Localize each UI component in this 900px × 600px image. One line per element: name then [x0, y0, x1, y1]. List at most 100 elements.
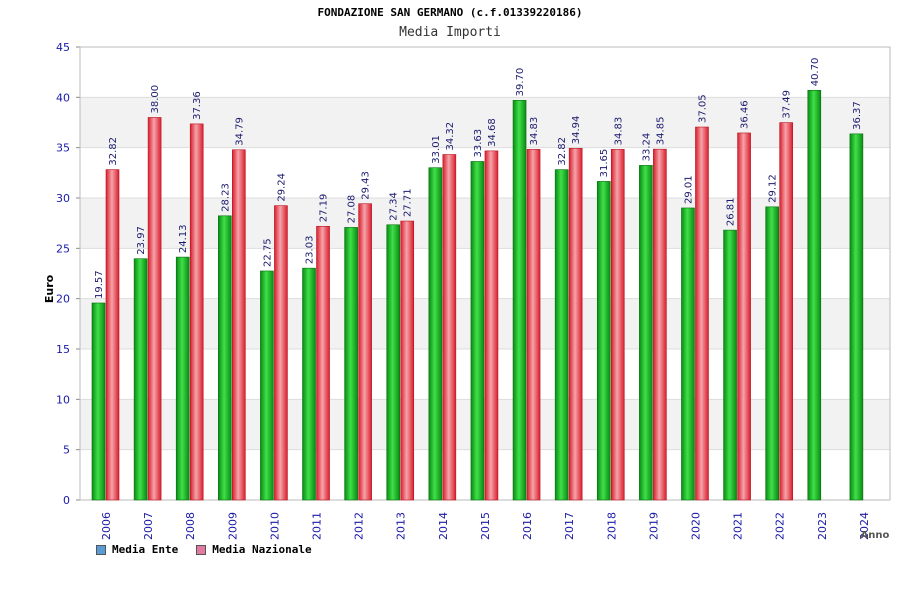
data-label: 27.08: [347, 195, 358, 224]
bar-media-ente-2012[interactable]: [344, 227, 358, 501]
bar-media-nazionale-2012[interactable]: [358, 203, 372, 501]
y-tick-label: 15: [56, 343, 70, 356]
bar-media-nazionale-2011[interactable]: [316, 225, 330, 501]
bar-media-ente-2021[interactable]: [723, 229, 737, 501]
data-label: 27.71: [403, 188, 414, 217]
data-label: 34.94: [571, 116, 582, 145]
data-label: 36.46: [740, 100, 751, 129]
data-label: 27.34: [389, 192, 400, 221]
bar-media-nazionale-2007[interactable]: [147, 117, 162, 501]
legend-label-media-ente: Media Ente: [112, 543, 179, 556]
bar-media-nazionale-2008[interactable]: [189, 123, 204, 501]
data-label: 33.63: [473, 129, 484, 158]
data-label: 37.49: [782, 90, 793, 119]
bar-media-ente-2007[interactable]: [133, 258, 148, 501]
bar-media-ente-2022[interactable]: [765, 206, 779, 501]
bar-media-nazionale-2009[interactable]: [232, 149, 246, 501]
bar-media-ente-2015[interactable]: [470, 161, 485, 501]
x-tick-label: 2022: [774, 512, 787, 540]
bar-media-nazionale-2014[interactable]: [442, 154, 457, 501]
x-tick-labels: 2006 2007 2008 2009 2010 2011 2012 2013 2014 2015…: [100, 512, 871, 540]
chart-subtitle: Media Importi: [399, 25, 501, 40]
bar-media-ente-2017[interactable]: [554, 169, 569, 501]
bar-media-nazionale-2016[interactable]: [526, 149, 541, 501]
data-label: 19.57: [94, 270, 105, 299]
bar-media-ente-2006[interactable]: [91, 302, 106, 501]
grid-band: [80, 97, 890, 148]
x-tick-label: 2018: [605, 512, 618, 540]
y-tick-label: 0: [63, 494, 70, 507]
y-tick-label: 45: [56, 41, 70, 54]
bar-media-nazionale-2010[interactable]: [274, 205, 288, 501]
data-label: 22.75: [262, 238, 273, 267]
x-tick-label: 2006: [100, 512, 113, 540]
x-tick-label: 2024: [858, 512, 871, 540]
x-tick-label: 2013: [395, 512, 408, 540]
bar-media-ente-2023[interactable]: [807, 89, 822, 501]
x-tick-label: 2020: [689, 512, 702, 540]
y-tick-label: 20: [56, 293, 70, 306]
bar-media-nazionale-2022[interactable]: [779, 122, 793, 501]
data-label: 32.82: [557, 137, 568, 166]
data-label: 23.03: [305, 236, 316, 265]
data-label: 34.83: [613, 117, 624, 146]
data-label: 26.81: [726, 197, 737, 226]
y-tick-label: 35: [56, 142, 70, 155]
bar-media-nazionale-2017[interactable]: [568, 147, 583, 501]
data-label: 24.13: [178, 224, 189, 253]
x-tick-label: 2023: [816, 512, 829, 540]
x-tick-label: 2021: [732, 512, 745, 540]
data-label: 36.37: [852, 101, 863, 130]
bar-media-nazionale-2015[interactable]: [484, 150, 499, 501]
bar-media-ente-2020[interactable]: [681, 207, 695, 501]
y-tick-labels: 0 5 10 15 20 25 30 35 40 45: [56, 41, 70, 507]
data-label: 34.32: [445, 122, 456, 151]
bar-media-ente-2008[interactable]: [175, 256, 190, 501]
y-tick-label: 10: [56, 393, 70, 406]
data-label: 37.05: [697, 94, 708, 123]
bar-media-ente-2016[interactable]: [512, 100, 527, 501]
x-axis-label: Anno: [861, 530, 890, 541]
x-tick-label: 2016: [521, 512, 534, 540]
bar-media-nazionale-2020[interactable]: [695, 126, 709, 501]
bar-media-ente-2014[interactable]: [428, 167, 443, 501]
bar-media-nazionale-2021[interactable]: [737, 132, 751, 501]
data-label: 38.00: [150, 85, 161, 114]
x-tick-label: 2012: [353, 512, 366, 540]
y-tick-label: 40: [56, 91, 70, 104]
legend-item-media-ente[interactable]: Media Ente: [96, 543, 178, 556]
bars: [91, 89, 864, 501]
x-tick-label: 2014: [437, 512, 450, 540]
data-label: 31.65: [599, 149, 610, 178]
data-label: 34.83: [529, 117, 540, 146]
legend-swatch-media-nazionale: [196, 544, 207, 555]
y-axis-label: Euro: [43, 274, 56, 303]
data-label: 34.79: [234, 117, 245, 146]
bar-media-ente-2009[interactable]: [218, 215, 232, 501]
bar-media-nazionale-2018[interactable]: [610, 149, 625, 501]
bar-media-nazionale-2013[interactable]: [400, 220, 415, 501]
data-label: 23.97: [136, 226, 147, 255]
bar-media-nazionale-2006[interactable]: [105, 169, 120, 501]
bar-media-ente-2013[interactable]: [386, 224, 401, 501]
bar-media-nazionale-2019[interactable]: [653, 148, 667, 501]
bar-media-ente-2024[interactable]: [849, 133, 864, 501]
bar-media-ente-2011[interactable]: [302, 267, 316, 501]
x-tick-label: 2015: [479, 512, 492, 540]
bar-media-ente-2019[interactable]: [639, 165, 653, 501]
data-label: 34.68: [487, 118, 498, 147]
x-tick-label: 2019: [647, 512, 660, 540]
bar-media-ente-2010[interactable]: [260, 270, 274, 501]
legend-item-media-nazionale[interactable]: Media Nazionale: [196, 543, 312, 556]
bar-media-ente-2018[interactable]: [596, 181, 611, 501]
y-tick-label: 25: [56, 242, 70, 255]
data-label: 32.82: [108, 137, 119, 166]
data-label: 39.70: [515, 68, 526, 97]
data-label: 29.43: [361, 171, 372, 200]
chart-title: FONDAZIONE SAN GERMANO (c.f.01339220186): [317, 6, 583, 19]
data-label: 40.70: [810, 58, 821, 87]
data-label: 28.23: [220, 183, 231, 212]
x-tick-label: 2008: [184, 512, 197, 540]
y-tick-label: 30: [56, 192, 70, 205]
